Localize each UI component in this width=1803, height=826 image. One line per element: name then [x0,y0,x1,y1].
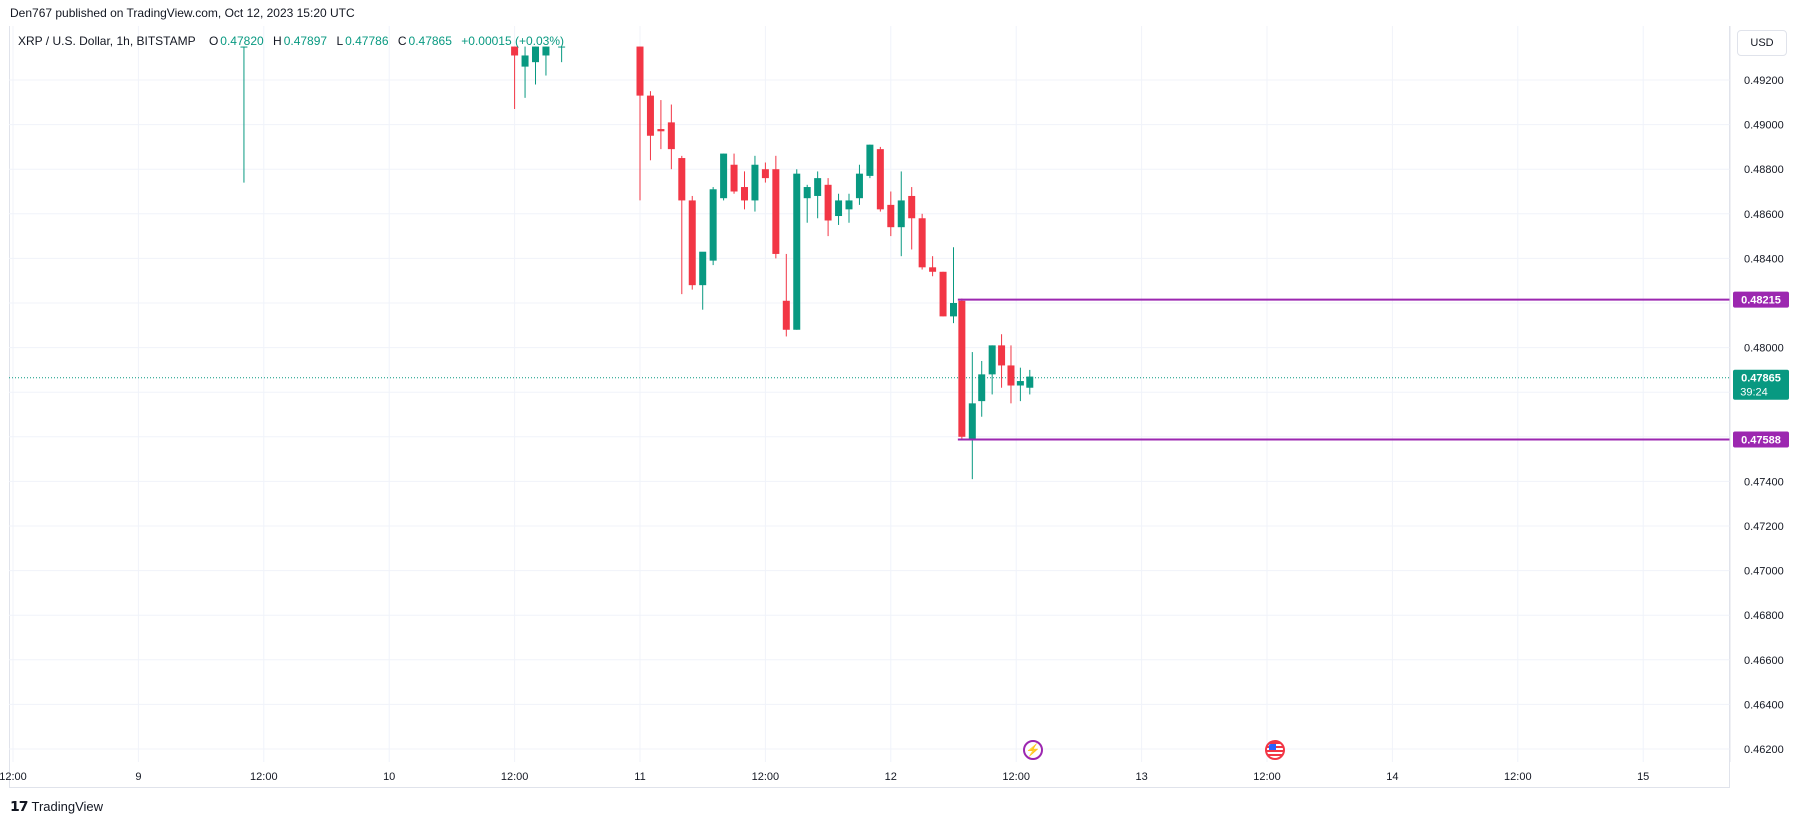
candle-body [824,184,832,221]
low-label: L [336,34,344,48]
candle-body [793,173,801,330]
candle-body [908,195,916,219]
x-tick-label: 14 [1386,771,1398,783]
candle-body [646,95,654,136]
high-value: 0.47897 [283,34,328,48]
candle-body [897,200,905,228]
candle-body [958,300,966,437]
candle-body [1016,381,1024,386]
lightning-event-icon[interactable]: ⚡ [1023,740,1043,760]
x-tick-label: 12:00 [250,771,278,783]
change-value: +0.00015 (+0.03%) [461,34,565,48]
candle-body [741,187,748,201]
us-flag-event-icon[interactable] [1265,740,1285,760]
candle-body [699,251,707,286]
close-label: C [397,34,407,48]
x-tick-label: 12:00 [1002,771,1030,783]
candle-body [845,200,853,210]
candle-body [929,267,937,272]
candle-body [988,345,996,375]
current-price-tag [1733,369,1789,400]
y-tick-label: 0.49200 [1744,75,1784,87]
y-tick-label: 0.47200 [1744,521,1784,533]
y-tick-label: 0.46800 [1744,610,1784,622]
candle-body [688,200,696,286]
open-label: O [208,34,219,48]
y-tick-label: 0.48000 [1744,343,1784,355]
candle-body [542,46,550,56]
countdown-label: 39:24 [1740,387,1768,399]
candle-body [866,144,874,176]
x-tick-label: 12:00 [0,771,27,783]
x-tick-label: 12:00 [1504,771,1532,783]
open-value: 0.47820 [220,34,264,48]
x-tick-label: 15 [1637,771,1649,783]
candle-body [803,187,811,199]
footer-brand[interactable]: 𝟭𝟳 TradingView [10,798,103,815]
candle-body [939,271,947,317]
candle-body [636,46,644,96]
candle-body [532,46,539,63]
symbol-title: XRP / U.S. Dollar, 1h, BITSTAMP [18,34,196,48]
y-tick-label: 0.46200 [1744,744,1784,756]
level-label: 0.48215 [1741,295,1781,307]
candle-body [240,46,248,48]
y-tick-label: 0.46600 [1744,655,1784,667]
currency-button[interactable]: USD [1737,30,1787,56]
candle-body [657,129,665,132]
level-label: 0.47588 [1741,434,1781,446]
candle-body [667,122,675,150]
candle-body [968,403,976,440]
candle-body [730,164,738,192]
candle-body [887,204,895,228]
candle-body [855,173,863,199]
candles-group [240,46,1034,480]
y-tick-label: 0.47400 [1744,476,1784,488]
y-tick-label: 0.48400 [1744,253,1784,265]
candle-body [678,158,686,201]
candle-body [876,149,884,210]
x-tick-label: 12 [885,771,897,783]
candle-body [918,218,926,268]
level-label-bg [1733,291,1789,308]
y-tick-label: 0.46400 [1744,699,1784,711]
y-tick-label: 0.48800 [1744,164,1784,176]
low-value: 0.47786 [345,34,389,48]
x-tick-label: 11 [634,771,645,783]
x-tick-label: 12:00 [501,771,529,783]
candle-body [558,46,566,48]
close-value: 0.47865 [408,34,452,48]
footer-brand-label: TradingView [31,799,104,814]
symbol-legend: XRP / U.S. Dollar, 1h, BITSTAMP O 0.47820… [18,34,570,48]
candle-body [720,153,728,199]
candle-body [772,169,780,254]
y-tick-label: 0.47000 [1744,566,1784,578]
candle-body [1026,376,1034,388]
candle-body [751,164,759,201]
level-label-bg [1733,431,1789,448]
publisher-line: Den767 published on TradingView.com, Oct… [10,6,355,20]
y-tick-label: 0.48600 [1744,209,1784,221]
x-tick-label: 10 [383,771,395,783]
x-tick-label: 12:00 [752,771,780,783]
high-label: H [273,34,282,48]
candle-body [782,300,790,330]
candle-body [835,200,843,217]
candle-body [709,189,717,261]
candle-body [978,374,986,402]
x-tick-label: 13 [1135,771,1147,783]
x-tick-label: 12:00 [1253,771,1281,783]
tradingview-logo-icon: 𝟭𝟳 [10,798,29,814]
candle-body [521,55,529,67]
candle-body [998,345,1006,366]
y-tick-label: 0.49000 [1744,120,1784,132]
candle-body [950,303,957,317]
candle-body [1007,365,1015,386]
candle-body [814,178,822,196]
x-tick-label: 9 [135,771,141,783]
candle-body [761,169,769,179]
candle-body [511,46,519,56]
current-price-label: 0.47865 [1741,373,1781,385]
